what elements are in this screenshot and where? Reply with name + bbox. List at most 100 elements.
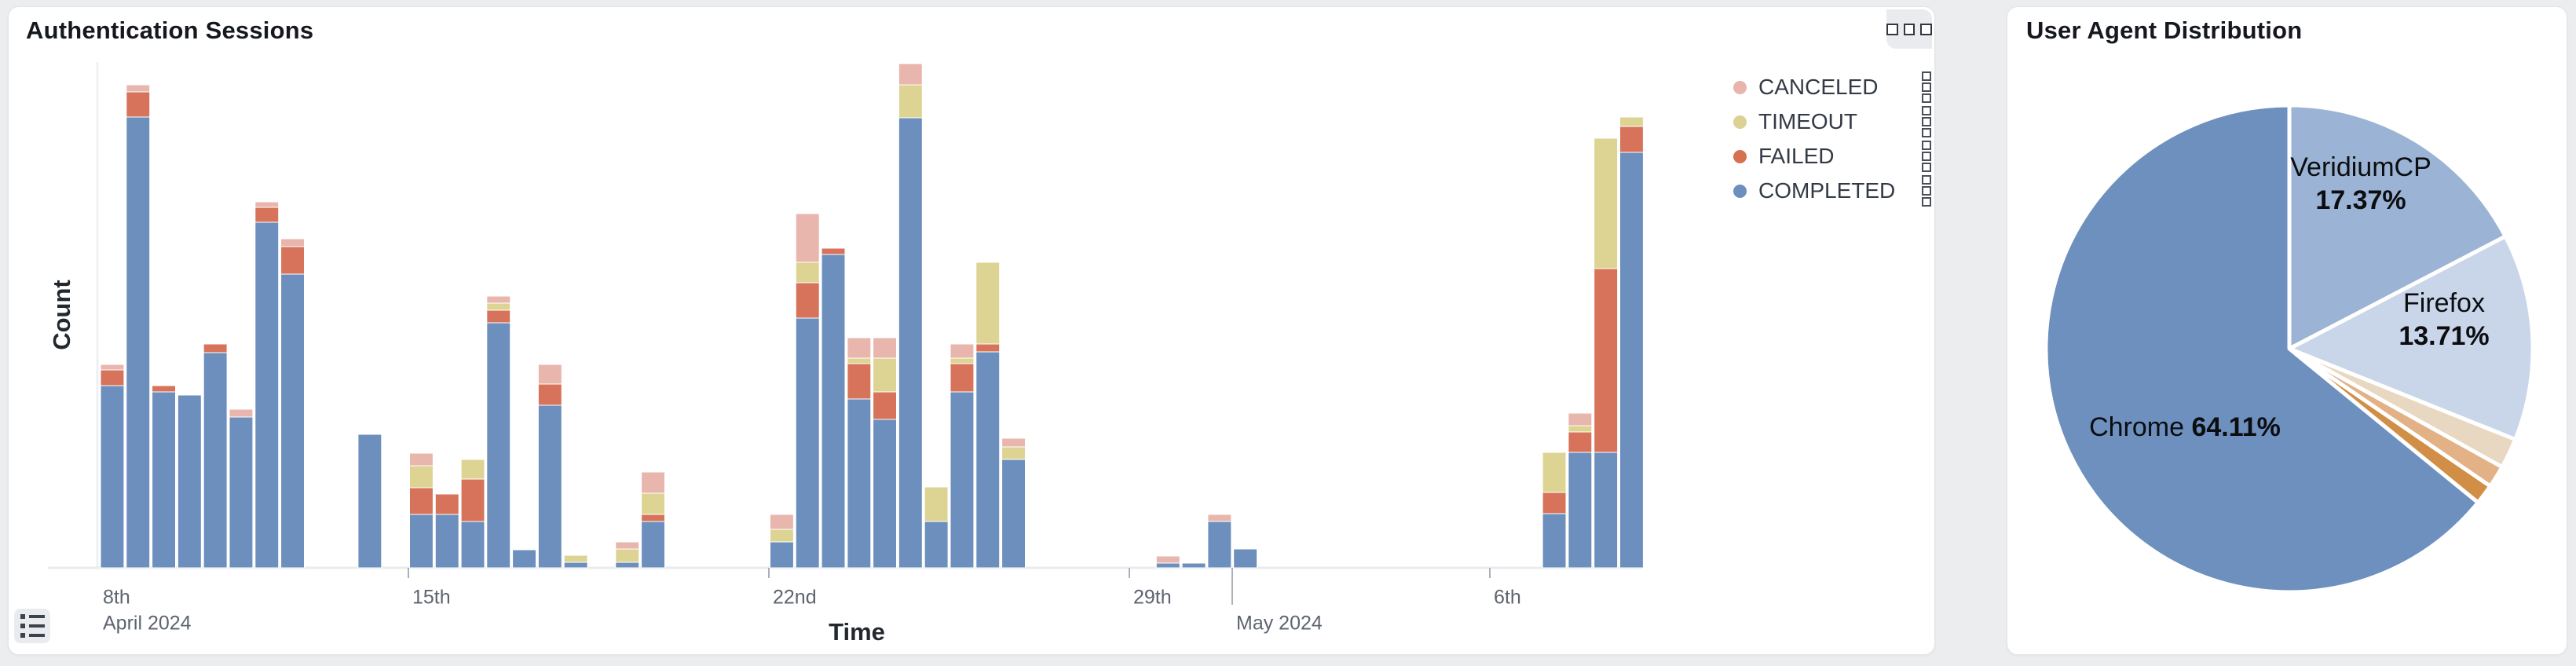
bar-segment-failed[interactable] [821, 247, 846, 255]
bar-segment-completed[interactable] [1542, 513, 1567, 569]
bar-segment-failed[interactable] [975, 343, 1001, 353]
bar-segment-canceled[interactable] [898, 63, 923, 86]
bar-segment-canceled[interactable] [873, 337, 897, 359]
pie-slice-firefox[interactable] [2287, 234, 2535, 442]
bar-segment-timeout[interactable] [924, 486, 949, 522]
bar-segment-canceled[interactable] [615, 541, 640, 550]
bar-segment-timeout[interactable] [460, 459, 485, 480]
bar-segment-timeout[interactable] [1594, 137, 1619, 269]
card-options-button[interactable] [1886, 9, 1933, 49]
bar-segment-failed[interactable] [873, 391, 897, 420]
bar-segment-timeout[interactable] [847, 357, 872, 364]
bar-segment-timeout[interactable] [563, 554, 588, 563]
bar-segment-canceled[interactable] [770, 514, 794, 530]
bar-segment-canceled[interactable] [1207, 514, 1232, 522]
bar-segment-timeout[interactable] [1001, 446, 1026, 460]
bar-segment-completed[interactable] [357, 434, 382, 569]
bar-segment-canceled[interactable] [795, 213, 820, 263]
bar-segment-completed[interactable] [1181, 562, 1206, 569]
bar-segment-completed[interactable] [177, 394, 202, 569]
bar-segment-completed[interactable] [1155, 562, 1180, 569]
bar-segment-failed[interactable] [126, 91, 151, 118]
bar-segment-failed[interactable] [152, 385, 177, 393]
bar-segment-canceled[interactable] [950, 343, 975, 359]
bar-segment-completed[interactable] [847, 398, 872, 569]
bar-segment-canceled[interactable] [229, 408, 254, 418]
bar-segment-completed[interactable] [950, 391, 975, 569]
bar-segment-timeout[interactable] [409, 465, 434, 489]
bar-segment-failed[interactable] [847, 363, 872, 400]
bar-segment-canceled[interactable] [847, 337, 872, 359]
bar-segment-completed[interactable] [563, 562, 588, 569]
bar-segment-completed[interactable] [537, 404, 562, 569]
bar-segment-completed[interactable] [898, 117, 923, 569]
bar-segment-completed[interactable] [152, 391, 177, 569]
bar-segment-timeout[interactable] [770, 529, 794, 543]
bar-segment-completed[interactable] [1619, 152, 1644, 569]
bar-segment-canceled[interactable] [537, 364, 562, 385]
bar-segment-completed[interactable] [434, 514, 459, 569]
bar-segment-failed[interactable] [486, 309, 511, 324]
bar-segment-completed[interactable] [924, 521, 949, 569]
bar-segment-timeout[interactable] [1568, 425, 1593, 433]
bar-segment-failed[interactable] [409, 487, 434, 515]
bar-segment-completed[interactable] [795, 317, 820, 569]
bar-segment-completed[interactable] [641, 521, 665, 569]
bar-segment-canceled[interactable] [254, 201, 280, 208]
bar-segment-completed[interactable] [512, 549, 536, 569]
bar-segment-failed[interactable] [203, 343, 228, 353]
pie-slice-chrome[interactable] [2044, 103, 2480, 595]
bar-segment-timeout[interactable] [486, 302, 511, 311]
bar-segment-canceled[interactable] [1568, 412, 1593, 426]
legend-item-canceled[interactable]: CANCELED [1733, 70, 1934, 104]
bar-segment-completed[interactable] [229, 416, 254, 569]
bar-segment-failed[interactable] [537, 383, 562, 406]
legend-item-completed[interactable]: COMPLETED [1733, 174, 1934, 208]
bar-segment-failed[interactable] [1619, 126, 1644, 153]
bar-segment-failed[interactable] [1542, 492, 1567, 514]
bar-segment-timeout[interactable] [1619, 116, 1644, 127]
legend-item-failed[interactable]: FAILED [1733, 139, 1934, 174]
bar-segment-completed[interactable] [975, 351, 1001, 569]
legend-item-menu-icon[interactable] [1919, 137, 1934, 175]
bar-segment-canceled[interactable] [486, 295, 511, 304]
bar-segment-canceled[interactable] [641, 471, 665, 494]
bar-segment-timeout[interactable] [795, 262, 820, 284]
legend-item-menu-icon[interactable] [1919, 68, 1934, 106]
bar-segment-failed[interactable] [1568, 431, 1593, 453]
bar-segment-failed[interactable] [641, 514, 665, 522]
bar-segment-canceled[interactable] [100, 364, 125, 371]
bar-segment-completed[interactable] [126, 116, 151, 569]
bar-segment-completed[interactable] [770, 541, 794, 569]
bar-segment-failed[interactable] [100, 369, 125, 386]
bar-segment-completed[interactable] [821, 254, 846, 569]
bar-segment-timeout[interactable] [975, 262, 1001, 345]
bar-segment-timeout[interactable] [615, 548, 640, 563]
bar-segment-canceled[interactable] [280, 238, 306, 247]
bar-segment-completed[interactable] [203, 352, 228, 569]
bar-segment-timeout[interactable] [641, 492, 665, 515]
legend-toggle-button[interactable] [14, 609, 50, 643]
bar-segment-completed[interactable] [486, 322, 511, 569]
legend-item-timeout[interactable]: TIMEOUT [1733, 104, 1934, 139]
bar-segment-canceled[interactable] [126, 84, 151, 93]
bar-segment-completed[interactable] [1233, 548, 1258, 569]
bar-segment-timeout[interactable] [1542, 452, 1567, 493]
bar-segment-completed[interactable] [409, 514, 434, 569]
bar-segment-timeout[interactable] [873, 357, 897, 393]
bar-segment-failed[interactable] [254, 207, 280, 223]
bar-segment-timeout[interactable] [950, 357, 975, 364]
legend-item-menu-icon[interactable] [1919, 172, 1934, 210]
bar-segment-completed[interactable] [100, 385, 125, 569]
bar-segment-completed[interactable] [1568, 452, 1593, 569]
bar-segment-completed[interactable] [1594, 452, 1619, 569]
bar-segment-timeout[interactable] [898, 84, 923, 119]
bar-segment-failed[interactable] [460, 478, 485, 522]
bar-segment-canceled[interactable] [1001, 437, 1026, 448]
bar-segment-failed[interactable] [795, 282, 820, 319]
bar-segment-completed[interactable] [280, 273, 306, 569]
bar-segment-failed[interactable] [950, 363, 975, 393]
bar-segment-failed[interactable] [434, 493, 459, 515]
bar-segment-completed[interactable] [1207, 521, 1232, 569]
bar-segment-completed[interactable] [1001, 459, 1026, 569]
